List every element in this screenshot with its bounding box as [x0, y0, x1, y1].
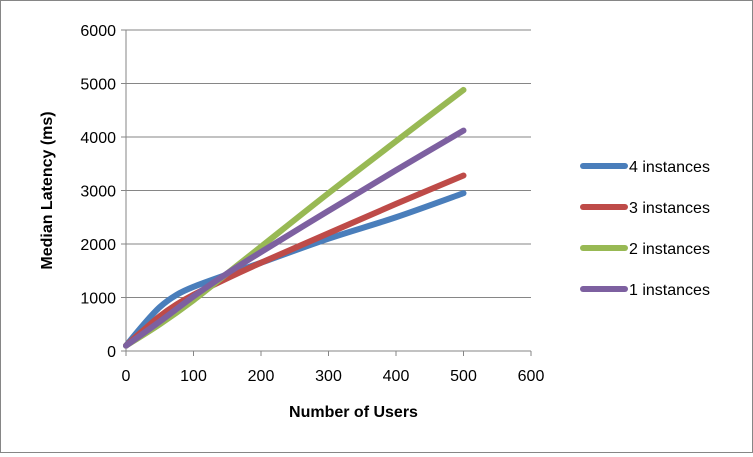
legend-label: 4 instances: [629, 159, 710, 176]
y-axis-title: Median Latency (ms): [39, 111, 56, 269]
x-tick-label: 300: [315, 368, 342, 385]
x-tick-label: 100: [180, 368, 207, 385]
y-tick-label: 6000: [80, 23, 116, 40]
x-tick-label: 600: [518, 368, 545, 385]
legend-label: 1 instances: [629, 282, 710, 299]
y-tick-label: 4000: [80, 130, 116, 147]
legend-label: 3 instances: [629, 200, 710, 217]
axes: [121, 29, 532, 356]
y-tick-label: 1000: [80, 291, 116, 308]
gridlines: [126, 29, 531, 298]
y-tick-label: 3000: [80, 184, 116, 201]
y-tick-label: 0: [107, 344, 116, 361]
x-tick-label: 500: [450, 368, 477, 385]
series-line-4: [123, 127, 467, 349]
x-tick-label: 400: [383, 368, 410, 385]
legend: 4 instances 3 instances 2 instances 1 insta…: [580, 159, 710, 299]
x-tick-label: 200: [248, 368, 275, 385]
series-line-2: [123, 172, 467, 349]
series-lines: [123, 86, 467, 349]
x-axis-title: Number of Users: [289, 404, 418, 421]
tick-labels: 0 1000 2000 3000 4000 5000 6000 0 100 200 300 400 50…: [80, 23, 544, 385]
y-tick-label: 5000: [80, 77, 116, 94]
y-tick-label: 2000: [80, 237, 116, 254]
legend-label: 2 instances: [629, 241, 710, 258]
x-tick-label: 0: [122, 368, 131, 385]
